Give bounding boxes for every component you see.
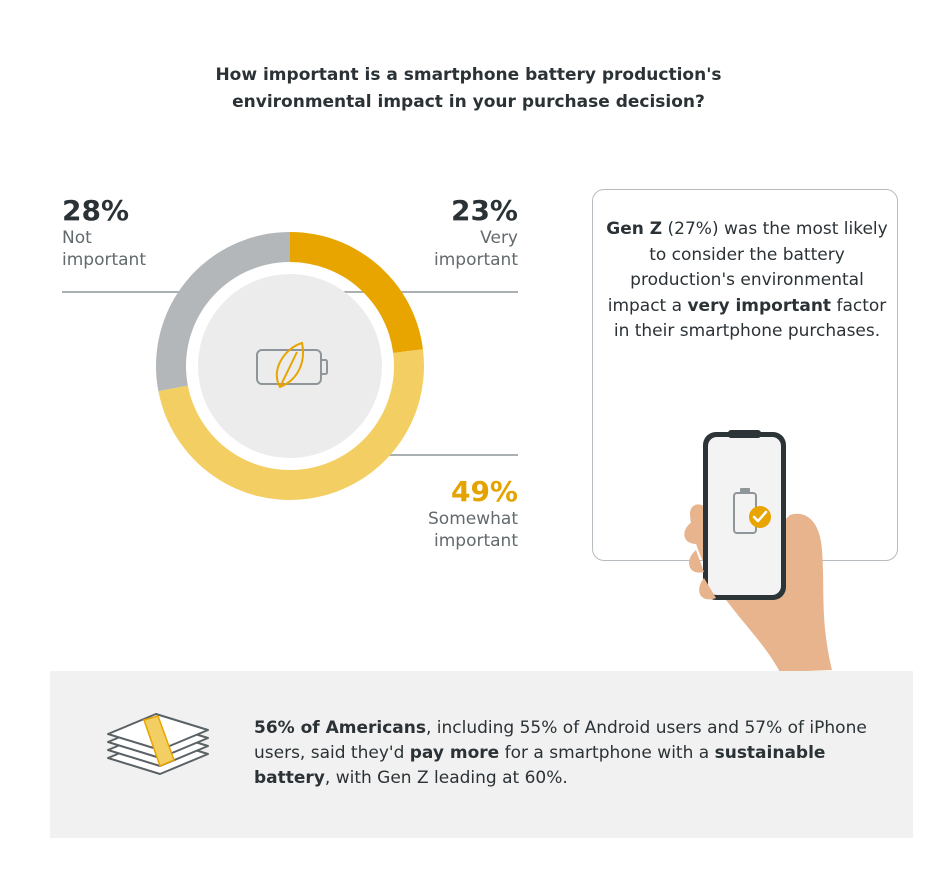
- footer-part-3: pay more: [409, 743, 500, 763]
- value-label-somewhat-important: 49%: [450, 475, 518, 508]
- callout-part-2: (27%) was the most likely to consider th…: [607, 219, 888, 316]
- footer-part-5: sustainable battery: [254, 743, 826, 788]
- battery-leaf-icon: [256, 341, 328, 389]
- caption-somewhat-important: Somewhat important: [428, 509, 518, 551]
- money-stack-icon: [107, 713, 209, 775]
- value-label-not-important: 28%: [62, 194, 130, 227]
- callout-part-3: very important: [687, 295, 832, 316]
- footer-part-6: , with Gen Z leading at 60%.: [324, 768, 568, 788]
- label-somewhat-important: 49% Somewhat important: [428, 476, 518, 552]
- callout-part-1: Gen Z: [606, 219, 663, 239]
- label-very-important: 23% Very important: [434, 195, 518, 271]
- footer-text: 56% of Americans, including 55% of Andro…: [254, 716, 894, 791]
- callout-text: Gen Z (27%) was the most likely to consi…: [600, 217, 894, 345]
- footer-part-4: for a smartphone with a: [499, 743, 715, 763]
- value-label-very-important: 23%: [450, 194, 518, 227]
- callout-part-4: factor in their smartphone purchases.: [613, 295, 887, 342]
- chart-title-line-1: How important is a smartphone battery pr…: [215, 65, 722, 85]
- slice-somewhat-important: [158, 349, 424, 500]
- label-not-important: 28% Not important: [62, 195, 146, 271]
- caption-very-important: Very important: [434, 228, 518, 270]
- caption-not-important: Not important: [62, 228, 146, 270]
- footer-part-2: , including 55% of Android users and 57%…: [254, 718, 867, 763]
- chart-title: How important is a smartphone battery pr…: [0, 62, 937, 116]
- footer-part-1: 56% of Americans: [254, 718, 426, 738]
- hand-holding-phone-icon: [684, 430, 832, 672]
- chart-title-line-2: environmental impact in your purchase de…: [232, 92, 705, 112]
- slice-not-important: [155, 232, 290, 392]
- donut-chart: [62, 232, 518, 500]
- slice-very-important: [290, 232, 423, 353]
- battery-check-icon: [733, 488, 771, 534]
- donut-slices: [155, 232, 424, 500]
